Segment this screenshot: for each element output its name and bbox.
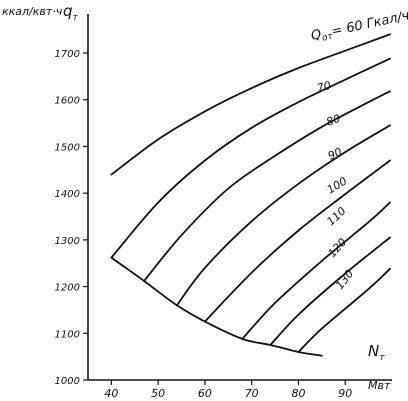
y-tick-label: 1300 (55, 236, 80, 247)
y-axis-unit-label: ккал/квт·ч (2, 5, 63, 18)
curve-q-60 (110, 33, 391, 176)
curve-q-80 (143, 90, 391, 282)
ticks: 1000 1100 1200 1300 1400 1500 1600 1700 40 50 60 70… (55, 49, 353, 400)
y-axis-symbol: qт (63, 2, 79, 23)
y-tick-label: 1200 (55, 283, 80, 294)
x-tick-label: 50 (151, 387, 165, 400)
curve-label-90: 90 (326, 145, 344, 163)
x-tick-label: 70 (245, 387, 259, 400)
x-tick-label: 60 (198, 387, 212, 400)
axes (87, 14, 392, 381)
y-tick-label: 1400 (55, 189, 80, 200)
y-tick-label: 1700 (55, 49, 80, 60)
y-tick-label: 1600 (55, 96, 80, 107)
curve-q-100 (204, 159, 391, 323)
x-tick-label: 90 (338, 387, 352, 400)
curve-label-80: 80 (325, 112, 343, 129)
curve-label-60: Qот= 60 Гкал/ч (310, 8, 408, 46)
y-tick-label: 1100 (55, 329, 80, 340)
curve-q-110 (241, 201, 391, 340)
curve-q-130 (297, 267, 391, 353)
curves (110, 33, 391, 357)
x-axis-unit-label: Мвт (368, 379, 391, 392)
envelope-curve (110, 256, 323, 357)
curve-q-90 (176, 124, 391, 307)
curve-label-70: 70 (316, 79, 333, 95)
y-tick-label: 1000 (55, 376, 80, 387)
curve-q-120 (269, 236, 391, 346)
curve-label-120: 120 (326, 236, 350, 260)
curve-label-130: 130 (333, 267, 356, 292)
curve-q-70 (110, 57, 391, 259)
x-tick-label: 80 (291, 387, 305, 400)
x-tick-label: 40 (104, 387, 118, 400)
y-tick-label: 1500 (55, 142, 80, 153)
x-axis-symbol: Nт (368, 342, 385, 363)
